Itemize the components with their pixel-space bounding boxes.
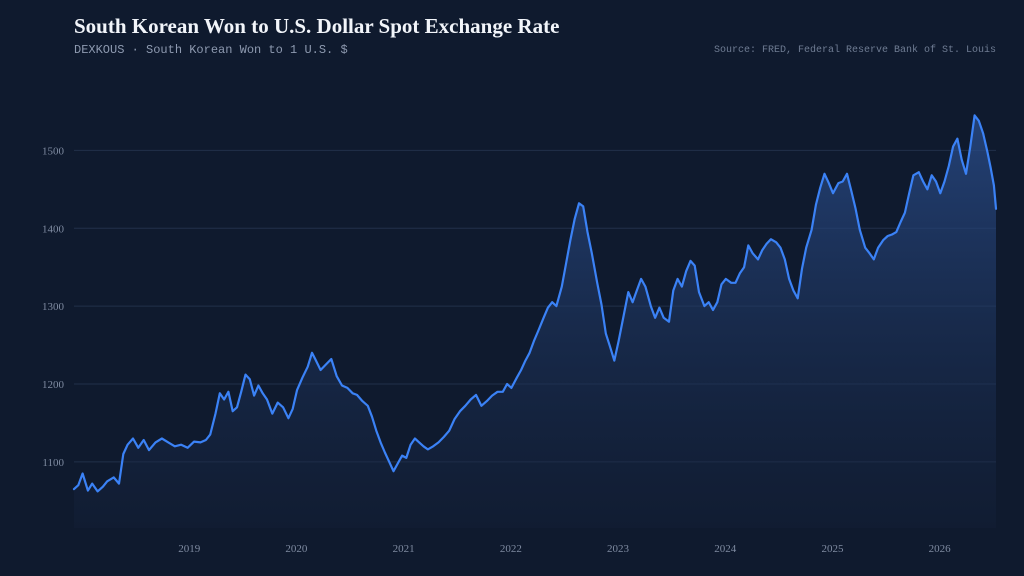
y-axis: 1100 1200 1300 1400 1500 [42, 145, 65, 468]
x-tick-label: 2021 [393, 543, 415, 555]
chart-title: South Korean Won to U.S. Dollar Spot Exc… [74, 14, 560, 38]
x-tick-label: 2020 [285, 543, 308, 555]
x-tick-label: 2022 [500, 543, 522, 555]
x-axis: 2019 2020 2021 2022 2023 2024 2025 2026 [178, 543, 951, 555]
series-line [72, 114, 998, 493]
y-tick-label: 1300 [42, 301, 65, 313]
y-tick-label: 1200 [42, 379, 65, 391]
chart-subtitle: DEXKOUS · South Korean Won to 1 U.S. $ [74, 43, 348, 57]
x-tick-label: 2026 [929, 543, 952, 555]
x-tick-label: 2024 [714, 543, 737, 555]
x-tick-label: 2019 [178, 543, 201, 555]
series-area-fill [74, 115, 996, 529]
y-tick-label: 1500 [42, 145, 65, 157]
source-note: Source: FRED, Federal Reserve Bank of St… [713, 45, 996, 56]
x-tick-label: 2025 [821, 543, 844, 555]
y-tick-label: 1400 [42, 223, 65, 235]
y-tick-label: 1100 [42, 457, 64, 469]
x-tick-label: 2023 [607, 543, 630, 555]
